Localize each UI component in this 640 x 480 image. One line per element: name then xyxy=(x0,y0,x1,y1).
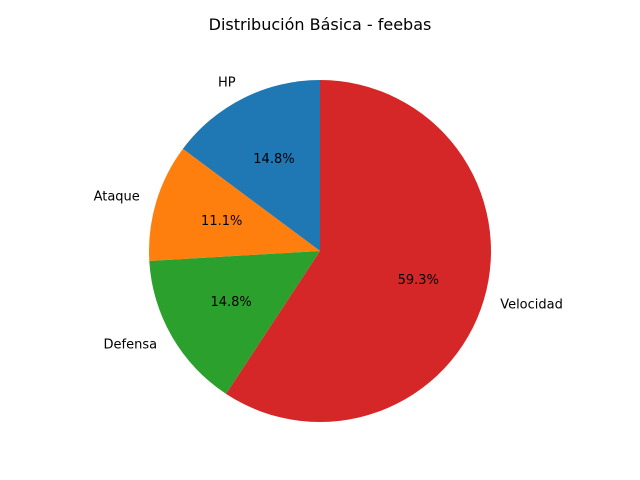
pie-percent-defensa: 14.8% xyxy=(210,295,251,310)
pie-label-velocidad: Velocidad xyxy=(500,297,563,312)
pie-slice-velocidad xyxy=(226,80,491,423)
pie-slice-defensa xyxy=(149,251,320,394)
pie-percent-ataque: 11.1% xyxy=(201,214,242,229)
pie-slice-hp xyxy=(182,80,320,251)
pie-category-labels: HP Ataque Defensa Velocidad xyxy=(94,75,563,352)
pie-label-hp: HP xyxy=(218,75,236,90)
pie-slices xyxy=(149,80,491,423)
pie-percent-velocidad: 59.3% xyxy=(398,273,439,288)
chart-title: Distribución Básica - feebas xyxy=(209,15,432,34)
pie-label-ataque: Ataque xyxy=(94,190,140,205)
pie-percent-hp: 14.8% xyxy=(253,152,294,167)
pie-slice-ataque xyxy=(149,148,320,261)
pie-percent-labels: 14.8% 11.1% 14.8% 59.3% xyxy=(201,152,439,310)
pie-label-defensa: Defensa xyxy=(104,338,158,353)
